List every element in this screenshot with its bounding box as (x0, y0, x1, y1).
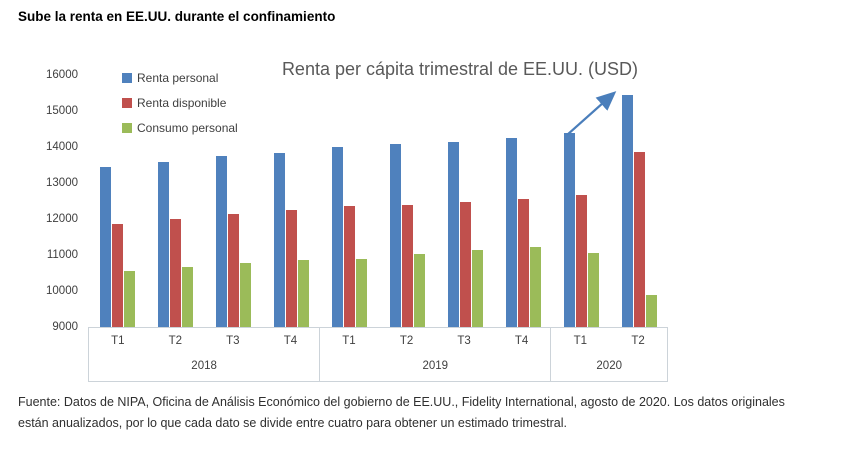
legend-item-consumo-personal: Consumo personal (122, 115, 238, 140)
bar-renta-disponible (575, 195, 587, 327)
bar-renta-personal (273, 153, 285, 327)
legend-swatch-red-icon (122, 97, 132, 108)
bar-consumo-personal (587, 253, 599, 327)
bar-group-6 (378, 75, 436, 327)
y-tick-label: 14000 (46, 141, 78, 153)
bar-consumo-personal (471, 250, 483, 327)
legend-swatch-green-icon (122, 122, 132, 133)
bar-renta-personal (157, 162, 169, 327)
legend-swatch-blue-icon (122, 72, 132, 83)
bar-consumo-personal (123, 271, 135, 327)
bar-renta-personal (505, 138, 517, 327)
bar-renta-personal (389, 144, 401, 327)
bar-renta-disponible (111, 224, 123, 327)
y-tick-label: 16000 (46, 69, 78, 81)
bar-group-3 (204, 75, 262, 327)
x-tick-label: T4 (283, 335, 298, 347)
legend-label: Consumo personal (137, 120, 238, 135)
bar-consumo-personal (181, 267, 193, 327)
bar-renta-disponible (517, 199, 529, 327)
footnote-line-1: Fuente: Datos de NIPA, Oficina de Anális… (18, 395, 785, 409)
quarter-label-row: T1 T2 (551, 328, 667, 354)
bar-consumo-personal (297, 260, 309, 327)
x-axis-year-group-2020: T1 T2 2020 (551, 328, 667, 381)
x-axis-year-group-2019: T1 T2 T3 T4 2019 (320, 328, 552, 381)
bar-renta-disponible (227, 214, 239, 327)
bar-renta-personal (621, 95, 633, 327)
bar-group-4 (262, 75, 320, 327)
legend-item-renta-disponible: Renta disponible (122, 90, 238, 115)
x-tick-label: T3 (226, 335, 240, 347)
x-tick-label: T2 (631, 335, 645, 347)
y-tick-label: 13000 (46, 177, 78, 189)
bar-renta-disponible (285, 210, 297, 327)
legend-label: Renta disponible (137, 95, 227, 110)
x-axis-year-label: 2020 (596, 360, 622, 372)
x-tick-label: T2 (399, 335, 414, 347)
plot-area (88, 75, 668, 327)
y-tick-label: 10000 (46, 285, 78, 297)
page-title: Sube la renta en EE.UU. durante el confi… (18, 9, 336, 24)
bar-renta-disponible (633, 152, 645, 327)
footnote-line-2: están anualizados, por lo que cada dato … (18, 416, 567, 430)
bar-renta-personal (447, 142, 459, 327)
bar-consumo-personal (239, 263, 251, 327)
bar-renta-disponible (169, 219, 181, 327)
bar-renta-personal (99, 167, 111, 327)
x-tick-label: T1 (342, 335, 356, 347)
chart-title: Renta per cápita trimestral de EE.UU. (U… (281, 59, 639, 79)
bar-renta-disponible (459, 202, 471, 327)
x-axis-year-label: 2018 (191, 360, 217, 372)
bar-renta-disponible (401, 205, 413, 327)
x-tick-label: T2 (168, 335, 183, 347)
bar-consumo-personal (413, 254, 425, 327)
bar-group-1 (88, 75, 146, 327)
bar-group-9 (552, 75, 610, 327)
bar-consumo-personal (355, 259, 367, 327)
bar-group-10 (610, 75, 668, 327)
legend-label: Renta personal (137, 70, 219, 85)
annotation-arrow-icon (566, 91, 617, 136)
x-tick-label: T1 (573, 335, 588, 347)
legend-item-renta-personal: Renta personal (122, 65, 238, 90)
x-axis: T1 T2 T3 T4 2018 T1 T2 T3 T4 2019 T1 T2 2020 (88, 327, 668, 382)
x-tick-label: T4 (514, 335, 529, 347)
x-axis-year-group-2018: T1 T2 T3 T4 2018 (89, 328, 321, 381)
bar-group-2 (146, 75, 204, 327)
x-tick-label: T3 (457, 335, 471, 347)
bar-renta-personal (563, 133, 575, 327)
y-axis-tick-labels: 16000 15000 14000 13000 12000 11000 10000 9000 (30, 67, 78, 335)
x-axis-year-label: 2019 (422, 360, 449, 372)
bar-consumo-personal (645, 295, 657, 327)
y-tick-label: 15000 (46, 105, 78, 117)
bar-group-7 (436, 75, 494, 327)
bar-group-5 (320, 75, 378, 327)
quarter-label-row: T1 T2 T3 T4 (89, 328, 319, 354)
y-tick-label: 11000 (46, 249, 78, 261)
bar-chart: Renta per cápita trimestral de EE.UU. (U… (0, 55, 852, 390)
y-tick-label: 9000 (52, 321, 78, 333)
bar-consumo-personal (529, 247, 541, 327)
bar-renta-personal (331, 147, 343, 327)
bar-renta-personal (215, 156, 227, 327)
legend: Renta personal Renta disponible Consumo … (122, 65, 238, 140)
footnote: Fuente: Datos de NIPA, Oficina de Anális… (18, 392, 840, 434)
x-tick-label: T1 (111, 335, 125, 347)
bar-group-8 (494, 75, 552, 327)
quarter-label-row: T1 T2 T3 T4 (320, 328, 550, 354)
y-tick-label: 12000 (46, 213, 78, 225)
bar-renta-disponible (343, 206, 355, 327)
